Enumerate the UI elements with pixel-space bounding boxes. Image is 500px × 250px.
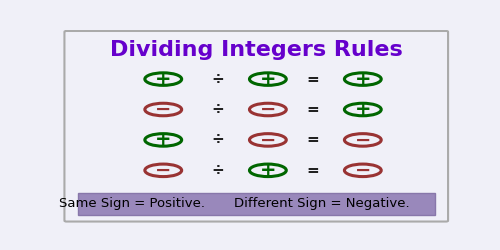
Text: ÷: ÷ (211, 132, 224, 148)
Text: =: = (306, 163, 319, 178)
Text: +: + (155, 70, 172, 88)
Text: +: + (155, 130, 172, 150)
Text: +: + (260, 70, 276, 88)
Text: ÷: ÷ (211, 102, 224, 117)
FancyBboxPatch shape (64, 31, 448, 222)
Text: −: − (260, 130, 276, 150)
Text: Dividing Integers Rules: Dividing Integers Rules (110, 40, 403, 60)
Text: =: = (306, 72, 319, 86)
Text: +: + (354, 70, 371, 88)
Text: −: − (260, 100, 276, 119)
Bar (78, 193, 434, 215)
Text: −: − (155, 161, 172, 180)
Text: Same Sign = Positive.: Same Sign = Positive. (60, 197, 206, 210)
Text: −: − (354, 130, 371, 150)
Text: =: = (306, 132, 319, 148)
Text: ÷: ÷ (211, 72, 224, 86)
Text: ÷: ÷ (211, 163, 224, 178)
Text: +: + (354, 100, 371, 119)
Text: =: = (306, 102, 319, 117)
Text: Different Sign = Negative.: Different Sign = Negative. (234, 197, 410, 210)
Text: −: − (155, 100, 172, 119)
Text: −: − (354, 161, 371, 180)
Text: +: + (260, 161, 276, 180)
